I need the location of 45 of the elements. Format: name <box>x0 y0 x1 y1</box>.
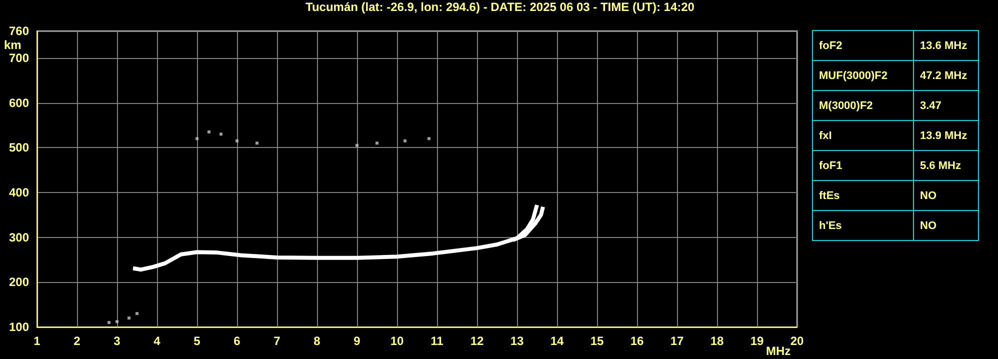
chart-title: Tucumán (lat: -26.9, lon: 294.6) - DATE: 2025 06 03 - TIME (UT): 14:20 <box>304 0 696 14</box>
text: 13.6 MHz <box>914 30 978 60</box>
y-tick-label: 300 <box>8 230 30 244</box>
x-tick-label: 1 <box>34 334 41 348</box>
x-tick-label: 12 <box>470 334 484 348</box>
text: NO <box>914 180 978 210</box>
x-tick-label: 5 <box>194 334 201 348</box>
text: fxI <box>812 120 914 150</box>
y-tick-label: 760 <box>8 24 30 38</box>
x-tick-label: 7 <box>274 334 281 348</box>
y-tick-label: 700 <box>8 50 30 65</box>
y-tick-label: 100 <box>8 320 30 334</box>
text: NO <box>914 210 978 240</box>
text: M(3000)F2 <box>812 90 914 120</box>
x-tick-label: 9 <box>354 334 361 348</box>
text: 13.9 MHz <box>914 120 978 150</box>
text: MUF(3000)F2 <box>812 60 914 90</box>
text: 5.6 MHz <box>914 150 978 180</box>
x-tick-label: 2 <box>74 334 81 348</box>
x-tick-label: 8 <box>314 334 321 348</box>
text: h'Es <box>812 210 914 240</box>
x-tick-label: 11 <box>430 334 444 348</box>
y-tick-label: 200 <box>8 275 30 290</box>
text: ftEs <box>812 180 914 210</box>
x-tick-label: 10 <box>390 334 404 348</box>
x-tick-label: 4 <box>154 334 161 348</box>
x-axis-title: MHz <box>766 344 791 358</box>
x-tick-label: 17 <box>670 334 684 348</box>
text: foF1 <box>812 150 914 180</box>
y-tick-label: 400 <box>8 185 30 200</box>
text: 47.2 MHz <box>914 60 978 90</box>
x-tick-label: 20 <box>790 334 804 348</box>
x-tick-label: 6 <box>234 334 241 348</box>
y-axis-title: km <box>4 38 22 52</box>
x-tick-label: 13 <box>510 334 524 348</box>
x-tick-label: 14 <box>550 334 564 348</box>
x-tick-label: 15 <box>590 334 604 348</box>
x-tick-label: 18 <box>710 334 724 348</box>
text: 3.47 <box>914 90 978 120</box>
y-tick-label: 600 <box>8 96 30 110</box>
x-tick-label: 19 <box>750 334 764 348</box>
y-tick-label: 500 <box>8 140 30 155</box>
x-tick-label: 3 <box>114 334 121 348</box>
x-tick-label: 16 <box>630 334 644 348</box>
text: foF2 <box>812 30 914 60</box>
